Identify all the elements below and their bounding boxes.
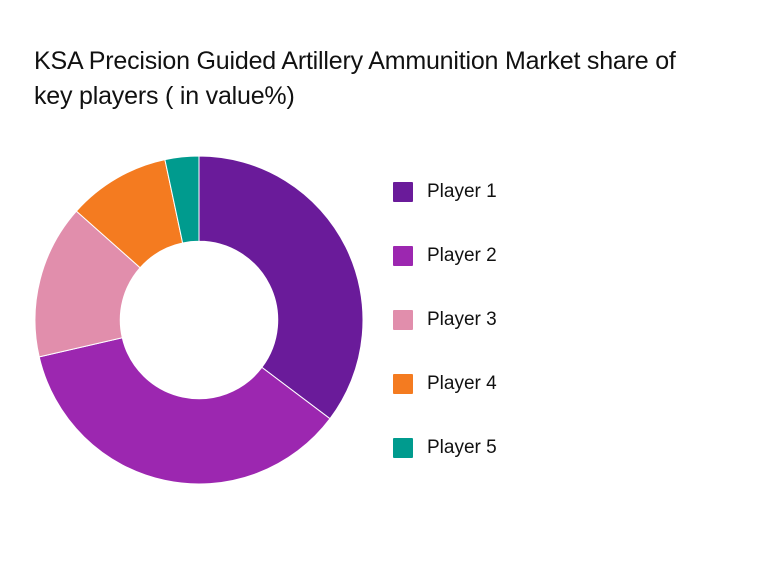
legend-item-label: Player 1 [427,181,497,202]
legend-swatch-icon [393,182,413,202]
donut-slice-group [35,156,363,484]
legend-swatch-icon [393,438,413,458]
donut-slice-player-1[interactable] [198,156,363,420]
chart-legend: Player 1 Player 2 Player 3 Player 4 Player 5 [393,160,613,480]
legend-item-player-2[interactable]: Player 2 [393,224,613,288]
chart-title: KSA Precision Guided Artillery Ammunitio… [34,47,676,110]
donut-slice-player-5[interactable] [164,156,200,244]
legend-item-label: Player 3 [427,309,497,330]
legend-item-label: Player 2 [427,245,497,266]
donut-chart [35,156,363,484]
legend-item-player-1[interactable]: Player 1 [393,160,613,224]
legend-item-player-5[interactable]: Player 5 [393,416,613,480]
legend-swatch-icon [393,310,413,330]
donut-slice-player-2[interactable] [38,337,331,484]
legend-item-player-4[interactable]: Player 4 [393,352,613,416]
legend-item-label: Player 4 [427,373,497,394]
legend-item-player-3[interactable]: Player 3 [393,288,613,352]
legend-swatch-icon [393,374,413,394]
legend-item-label: Player 5 [427,437,497,458]
donut-chart-svg [35,156,363,484]
legend-swatch-icon [393,246,413,266]
